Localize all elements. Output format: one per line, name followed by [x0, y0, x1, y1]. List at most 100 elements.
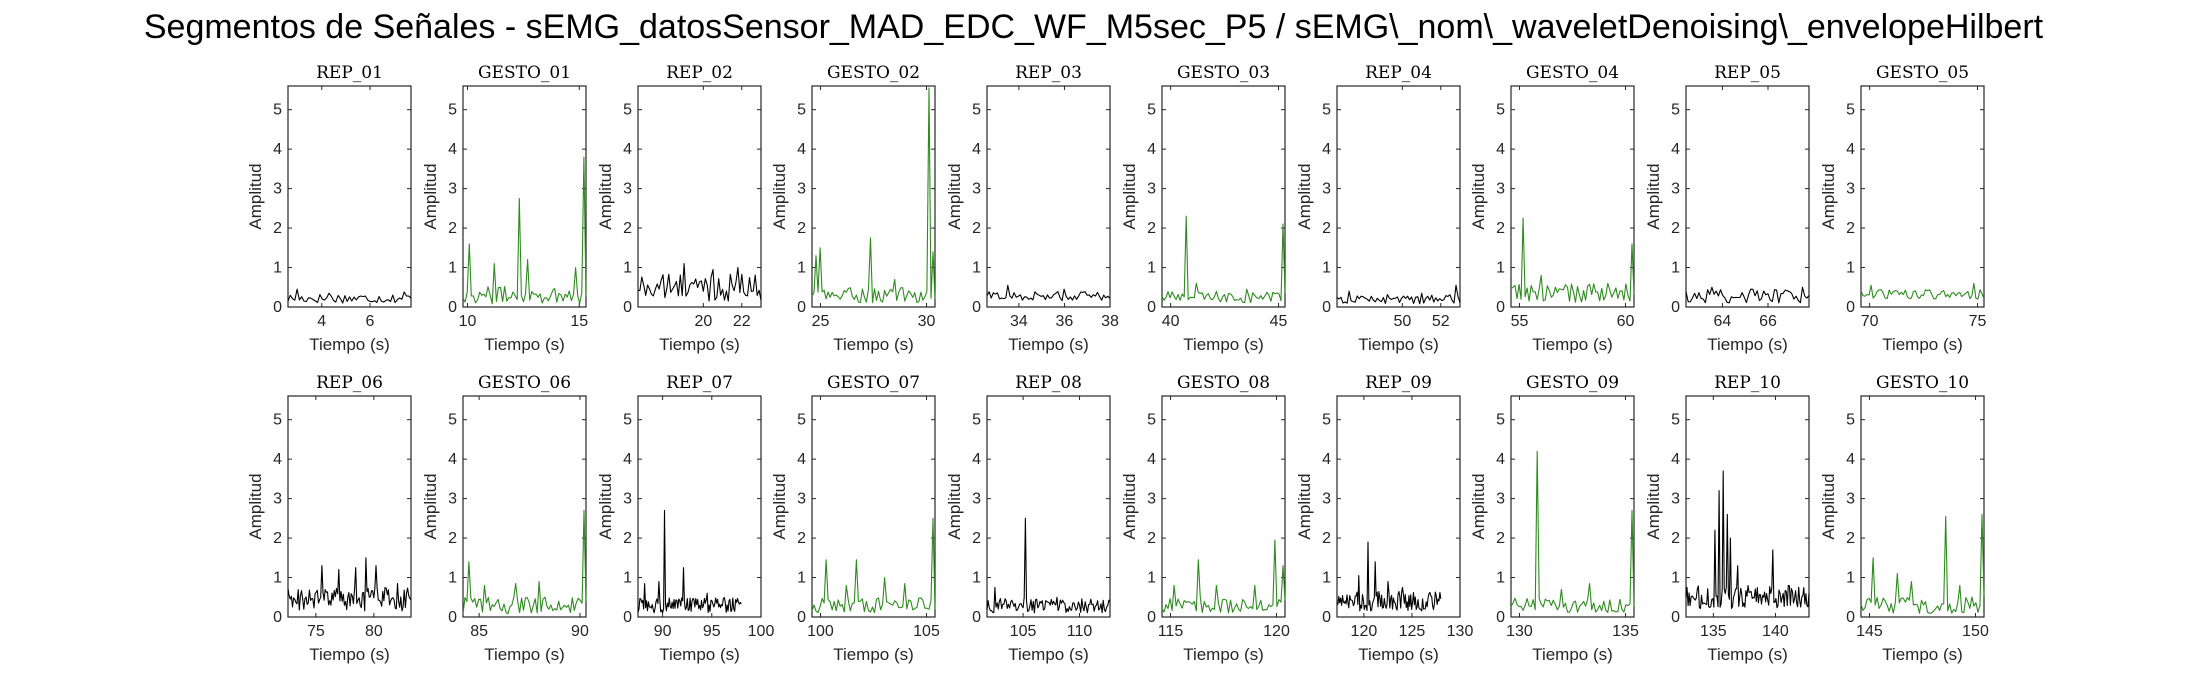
y-tick-label: 2 [1147, 220, 1156, 237]
x-axis-label: Tiempo (s) [1358, 645, 1439, 664]
y-tick-label: 5 [1496, 412, 1505, 429]
y-tick-label: 3 [1671, 491, 1680, 508]
plot-frame [1685, 395, 1810, 618]
y-tick-label: 3 [972, 491, 981, 508]
x-tick-label: 105 [1010, 623, 1037, 640]
y-tick-label: 3 [972, 181, 981, 198]
y-tick-label: 0 [448, 609, 457, 626]
subplot-gesto-01: GESTO_01 0 1 2 3 4 5 10 15 Tiempo (s) Amplitud [421, 63, 588, 354]
y-tick-label: 3 [797, 491, 806, 508]
x-tick-label: 110 [1067, 623, 1093, 640]
y-tick-label: 2 [1846, 220, 1855, 237]
y-axis-label: Amplitud [1469, 163, 1488, 229]
y-tick-label: 5 [1846, 412, 1855, 429]
subplot-title: GESTO_01 [478, 63, 571, 83]
subplot-title: REP_03 [1015, 63, 1082, 83]
y-tick-label: 3 [273, 491, 282, 508]
y-axis-label: Amplitud [1120, 163, 1139, 229]
y-axis-label: Amplitud [1469, 473, 1488, 539]
y-axis-label: Amplitud [1819, 163, 1838, 229]
y-tick-label: 4 [797, 451, 806, 468]
plot-frame [462, 85, 587, 308]
x-axis-label: Tiempo (s) [1532, 645, 1613, 664]
signal-line [1685, 286, 1810, 304]
plot-frame [1336, 395, 1461, 618]
subplot-gesto-08: GESTO_08 0 1 2 3 4 5 115 120 Tiempo (s) Amplitud [1120, 373, 1290, 664]
subplot-title: REP_07 [666, 373, 733, 393]
y-tick-label: 3 [623, 181, 632, 198]
signal-line [1161, 215, 1286, 304]
x-tick-label: 135 [1612, 623, 1639, 640]
y-tick-label: 3 [1671, 181, 1680, 198]
y-tick-label: 5 [1846, 102, 1855, 119]
x-tick-label: 66 [1759, 313, 1777, 330]
y-tick-label: 4 [623, 141, 632, 158]
y-tick-label: 2 [448, 530, 457, 547]
x-tick-label: 40 [1162, 313, 1180, 330]
x-axis-label: Tiempo (s) [1882, 645, 1963, 664]
y-axis-label: Amplitud [596, 473, 615, 539]
y-tick-label: 2 [1496, 530, 1505, 547]
y-tick-label: 2 [797, 220, 806, 237]
y-tick-label: 0 [972, 299, 981, 316]
y-tick-label: 1 [797, 570, 806, 587]
y-tick-label: 5 [1496, 102, 1505, 119]
y-tick-label: 5 [623, 102, 632, 119]
subplot-title: REP_05 [1714, 63, 1781, 83]
y-tick-label: 0 [797, 299, 806, 316]
x-tick-label: 36 [1056, 313, 1074, 330]
y-tick-label: 5 [448, 412, 457, 429]
y-tick-label: 5 [1147, 102, 1156, 119]
subplot-title: GESTO_03 [1177, 63, 1270, 83]
y-tick-label: 3 [623, 491, 632, 508]
plot-frame [637, 395, 762, 618]
subplot-title: GESTO_06 [478, 373, 571, 393]
y-tick-label: 2 [1496, 220, 1505, 237]
y-tick-label: 2 [797, 530, 806, 547]
y-tick-label: 4 [1496, 141, 1505, 158]
y-axis-label: Amplitud [246, 163, 265, 229]
y-tick-label: 3 [273, 181, 282, 198]
y-tick-label: 5 [623, 412, 632, 429]
y-axis-label: Amplitud [1120, 473, 1139, 539]
y-tick-label: 2 [1322, 530, 1331, 547]
signal-line [287, 557, 412, 612]
y-tick-label: 3 [797, 181, 806, 198]
y-tick-label: 5 [972, 412, 981, 429]
y-tick-label: 4 [448, 141, 457, 158]
plot-frame [1685, 85, 1810, 308]
subplot-rep-05: REP_05 0 1 2 3 4 5 64 66 Tiempo (s) Amplitud [1644, 63, 1810, 354]
y-tick-label: 5 [972, 102, 981, 119]
signal-line [1510, 450, 1635, 613]
x-axis-label: Tiempo (s) [1008, 335, 1089, 354]
y-tick-label: 5 [1322, 412, 1331, 429]
subplot-title: GESTO_09 [1526, 373, 1619, 393]
x-tick-label: 20 [694, 313, 712, 330]
subplot-title: REP_04 [1365, 63, 1432, 83]
x-axis-label: Tiempo (s) [1183, 335, 1264, 354]
x-tick-label: 30 [918, 313, 936, 330]
y-tick-label: 5 [1671, 102, 1680, 119]
x-axis-label: Tiempo (s) [1183, 645, 1264, 664]
x-tick-label: 100 [807, 623, 834, 640]
x-tick-label: 52 [1432, 313, 1450, 330]
plot-frame [811, 395, 936, 618]
x-axis-label: Tiempo (s) [484, 335, 565, 354]
y-tick-label: 3 [1147, 491, 1156, 508]
y-tick-label: 3 [1846, 491, 1855, 508]
x-tick-label: 75 [307, 623, 325, 640]
x-axis-label: Tiempo (s) [659, 335, 740, 354]
y-tick-label: 2 [273, 530, 282, 547]
y-tick-label: 0 [623, 609, 632, 626]
y-tick-label: 5 [797, 412, 806, 429]
subplot-title: REP_08 [1015, 373, 1082, 393]
y-tick-label: 1 [1671, 260, 1680, 277]
y-tick-label: 3 [1322, 181, 1331, 198]
x-tick-label: 120 [1263, 623, 1290, 640]
subplot-title: REP_10 [1714, 373, 1781, 393]
y-tick-label: 0 [1496, 299, 1505, 316]
y-tick-label: 4 [1147, 451, 1156, 468]
x-tick-label: 130 [1447, 623, 1474, 640]
y-tick-label: 4 [1671, 141, 1680, 158]
